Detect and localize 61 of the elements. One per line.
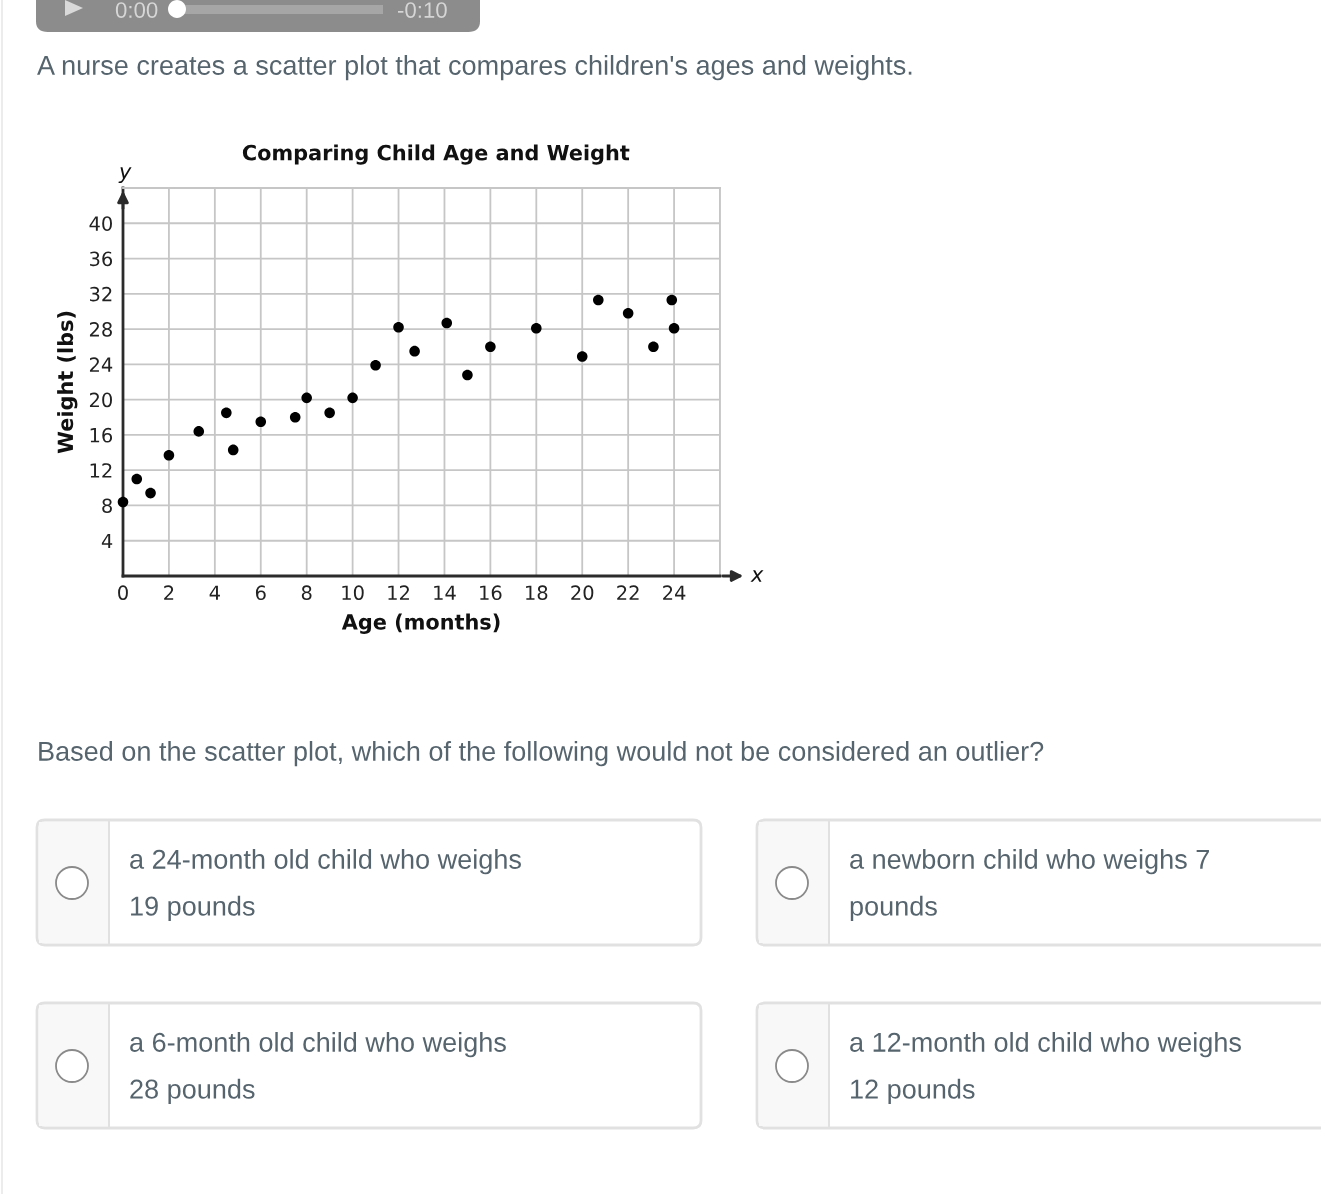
point xyxy=(409,345,420,357)
y-tick-label: 12 xyxy=(90,463,112,478)
point xyxy=(462,369,473,381)
x-tick-label: 14 xyxy=(434,585,456,600)
y-tick-label: 40 xyxy=(89,216,112,231)
y-tick-label: 20 xyxy=(89,392,112,408)
point xyxy=(193,426,205,437)
point xyxy=(485,341,496,353)
x-tick-label: 18 xyxy=(526,585,548,601)
y-tick-label: 24 xyxy=(89,357,113,372)
y-axis-title: Weight (lbs) xyxy=(57,311,78,454)
text: a 6-month old child who weighs 28 pounds xyxy=(130,1032,506,1105)
x-tick-label: 8 xyxy=(301,585,312,601)
text: a newborn child who weighs 7 pounds xyxy=(850,849,1209,922)
point xyxy=(576,351,588,362)
x-tick-label: 0 xyxy=(118,585,128,601)
x-tick-label: 12 xyxy=(388,585,409,600)
point xyxy=(131,473,143,485)
text: Based on the scatter plot, which of the following would not be considered an outlier? xyxy=(39,741,1044,767)
x-tick-label: 4 xyxy=(209,585,220,600)
x-tick-label: 2 xyxy=(164,585,174,600)
point xyxy=(227,444,239,456)
point xyxy=(145,487,156,499)
text: 0:00 xyxy=(115,2,158,18)
point xyxy=(117,496,129,508)
point xyxy=(441,317,453,329)
x-axis-title: Age (months) xyxy=(341,613,500,634)
x-tick-label: 22 xyxy=(617,585,639,600)
x-tick-label: 6 xyxy=(255,585,266,601)
point xyxy=(370,359,381,371)
point xyxy=(163,449,175,461)
text: y xyxy=(118,167,132,184)
point xyxy=(347,392,358,404)
point xyxy=(531,322,542,334)
y-tick-label: 36 xyxy=(90,251,113,267)
text: a 12-month old child who weighs 12 pounds xyxy=(850,1032,1241,1105)
text: a 24-month old child who weighs 19 pounds xyxy=(130,849,521,922)
y-tick-label: 8 xyxy=(102,498,112,514)
point xyxy=(666,294,678,306)
point xyxy=(393,322,404,333)
text: A nurse creates a scatter plot that compares children's ages and weights. xyxy=(37,55,912,81)
point xyxy=(668,322,680,334)
x-tick-label: 10 xyxy=(342,585,364,601)
x-tick-label: 16 xyxy=(480,585,502,601)
text: -0:10 xyxy=(397,2,447,18)
x-tick-label: 24 xyxy=(663,585,686,600)
point xyxy=(289,411,301,423)
point xyxy=(593,294,604,306)
x-tick-label: 20 xyxy=(571,585,594,601)
point xyxy=(301,392,312,404)
point xyxy=(255,416,267,427)
point xyxy=(324,407,335,419)
point xyxy=(648,341,659,353)
point xyxy=(221,407,232,419)
y-tick-label: 32 xyxy=(90,286,112,302)
y-tick-label: 4 xyxy=(101,533,113,549)
text: x xyxy=(750,570,764,582)
y-tick-label: 28 xyxy=(89,322,112,337)
chart-title: Comparing Child Age and Weight xyxy=(242,144,630,165)
y-tick-label: 16 xyxy=(90,427,113,443)
point xyxy=(622,307,634,319)
